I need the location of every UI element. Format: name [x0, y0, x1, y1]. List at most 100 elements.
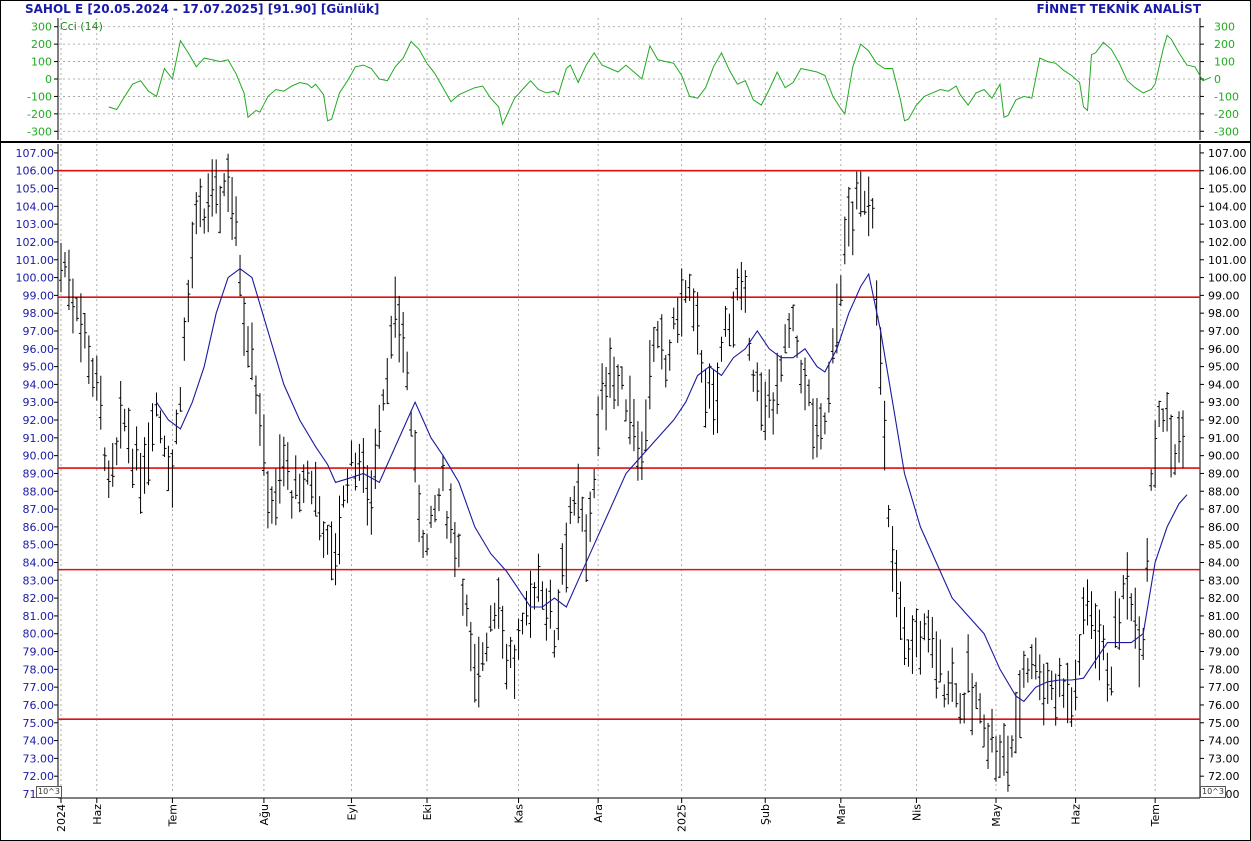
price-tick-label-right: 76.00 [1208, 699, 1240, 712]
price-tick-label-left: 73.00 [23, 752, 55, 765]
price-tick-label-right: 83.00 [1208, 574, 1240, 587]
price-tick-label-right: 89.00 [1208, 467, 1240, 480]
price-tick-label-left: 72.00 [23, 770, 55, 783]
price-tick-label-right: 95.00 [1208, 361, 1240, 374]
cci-line [108, 34, 1212, 126]
price-tick-label-left: 96.00 [23, 343, 55, 356]
price-tick-label-right: 105.00 [1208, 183, 1247, 196]
price-tick-label-right: 77.00 [1208, 681, 1240, 694]
price-tick-label-right: 99.00 [1208, 289, 1240, 302]
x-tick-label: 2024 [55, 804, 68, 832]
x-grid [60, 18, 1156, 794]
x-tick-label: 2025 [676, 804, 689, 832]
price-tick-label-left: 86.00 [23, 521, 55, 534]
price-tick-label-left: 85.00 [23, 539, 55, 552]
cci-tick-label-left: 100 [31, 56, 52, 69]
exponent-badge-right: 10^3 [1200, 786, 1226, 798]
price-tick-label-right: 104.00 [1208, 200, 1247, 213]
price-tick-label-right: 87.00 [1208, 503, 1240, 516]
price-tick-label-right: 72.00 [1208, 770, 1240, 783]
price-tick-label-left: 92.00 [23, 414, 55, 427]
price-tick-label-right: 96.00 [1208, 343, 1240, 356]
price-tick-label-right: 106.00 [1208, 165, 1247, 178]
cci-tick-label-right: -100 [1214, 90, 1239, 103]
price-tick-label-left: 82.00 [23, 592, 55, 605]
price-axis-labels: 107.00 107.00 106.00 106.00 105.00 105.00 104.… [16, 147, 1247, 801]
last-price-label: [91.90] [267, 2, 317, 16]
x-tick-label: Eyl [345, 804, 358, 821]
x-axis-labels: 2024 Haz Tem Ağu Eyl Eki Kas Ara 2025 Şub Mar Nis Ma… [55, 798, 1162, 832]
price-tick-label-left: 105.00 [16, 183, 55, 196]
price-tick-label-left: 103.00 [16, 218, 55, 231]
price-tick-label-right: 90.00 [1208, 450, 1240, 463]
price-tick-label-left: 88.00 [23, 485, 55, 498]
price-tick-label-right: 107.00 [1208, 147, 1247, 160]
price-tick-label-right: 97.00 [1208, 325, 1240, 338]
price-tick-label-left: 80.00 [23, 628, 55, 641]
price-tick-label-right: 78.00 [1208, 663, 1240, 676]
price-tick-label-left: 90.00 [23, 450, 55, 463]
price-bars [59, 153, 1185, 792]
cci-axis-labels: 300 300 200 200 100 100 0 0 -100 -100 -200 -200 -300… [27, 21, 1239, 139]
price-tick-label-left: 81.00 [23, 610, 55, 623]
x-tick-label: May [990, 804, 1003, 827]
price-tick-label-right: 98.00 [1208, 307, 1240, 320]
cci-tick-label-right: -200 [1214, 108, 1239, 121]
cci-tick-label-left: -100 [27, 90, 52, 103]
cci-tick-label-left: -300 [27, 125, 52, 138]
exponent-badge-left: 10^3 [36, 786, 62, 798]
price-tick-label-right: 86.00 [1208, 521, 1240, 534]
x-tick-label: Kas [513, 804, 526, 824]
date-range-label: [20.05.2024 - 17.07.2025] [87, 2, 264, 16]
price-tick-label-left: 84.00 [23, 556, 55, 569]
cci-tick-label-right: 100 [1214, 56, 1235, 69]
price-tick-label-left: 104.00 [16, 200, 55, 213]
cci-grid [58, 26, 1200, 132]
price-tick-label-left: 98.00 [23, 307, 55, 320]
brand-label: FİNNET TEKNİK ANALİST [1036, 2, 1201, 16]
cci-tick-label-left: 200 [31, 38, 52, 51]
price-tick-label-left: 107.00 [16, 147, 55, 160]
cci-tick-label-right: 0 [1214, 73, 1221, 86]
cci-tick-label-left: -200 [27, 108, 52, 121]
price-tick-label-right: 102.00 [1208, 236, 1247, 249]
price-tick-label-left: 101.00 [16, 254, 55, 267]
x-tick-label: Şub [759, 804, 772, 825]
price-tick-label-left: 83.00 [23, 574, 55, 587]
cci-tick-label-left: 0 [45, 73, 52, 86]
price-tick-label-right: 80.00 [1208, 628, 1240, 641]
x-tick-label: Ağu [258, 804, 271, 825]
price-tick-label-left: 78.00 [23, 663, 55, 676]
price-tick-label-right: 100.00 [1208, 272, 1247, 285]
price-tick-label-right: 81.00 [1208, 610, 1240, 623]
cci-tick-label-right: -300 [1214, 125, 1239, 138]
x-tick-label: Haz [91, 804, 104, 825]
chart-header: SAHOL E [20.05.2024 - 17.07.2025] [91.90… [25, 2, 379, 16]
price-tick-label-left: 97.00 [23, 325, 55, 338]
price-tick-label-left: 79.00 [23, 646, 55, 659]
price-tick-label-left: 77.00 [23, 681, 55, 694]
price-tick-label-right: 82.00 [1208, 592, 1240, 605]
price-tick-label-left: 94.00 [23, 378, 55, 391]
x-tick-label: Eki [421, 804, 434, 820]
price-tick-label-right: 92.00 [1208, 414, 1240, 427]
price-tick-label-left: 102.00 [16, 236, 55, 249]
price-tick-label-right: 94.00 [1208, 378, 1240, 391]
price-tick-label-left: 75.00 [23, 717, 55, 730]
price-tick-label-right: 84.00 [1208, 556, 1240, 569]
price-tick-label-left: 99.00 [23, 289, 55, 302]
price-tick-label-left: 106.00 [16, 165, 55, 178]
price-tick-label-right: 75.00 [1208, 717, 1240, 730]
symbol-label: SAHOL E [25, 2, 84, 16]
price-tick-label-right: 103.00 [1208, 218, 1247, 231]
x-tick-label: Tem [166, 804, 179, 827]
cci-series [108, 34, 1212, 126]
price-tick-label-left: 100.00 [16, 272, 55, 285]
price-tick-label-right: 73.00 [1208, 752, 1240, 765]
x-tick-label: Tem [1149, 804, 1162, 827]
x-tick-label: Haz [1070, 804, 1083, 825]
x-tick-label: Ara [592, 804, 605, 823]
price-tick-label-left: 76.00 [23, 699, 55, 712]
price-tick-label-right: 79.00 [1208, 646, 1240, 659]
